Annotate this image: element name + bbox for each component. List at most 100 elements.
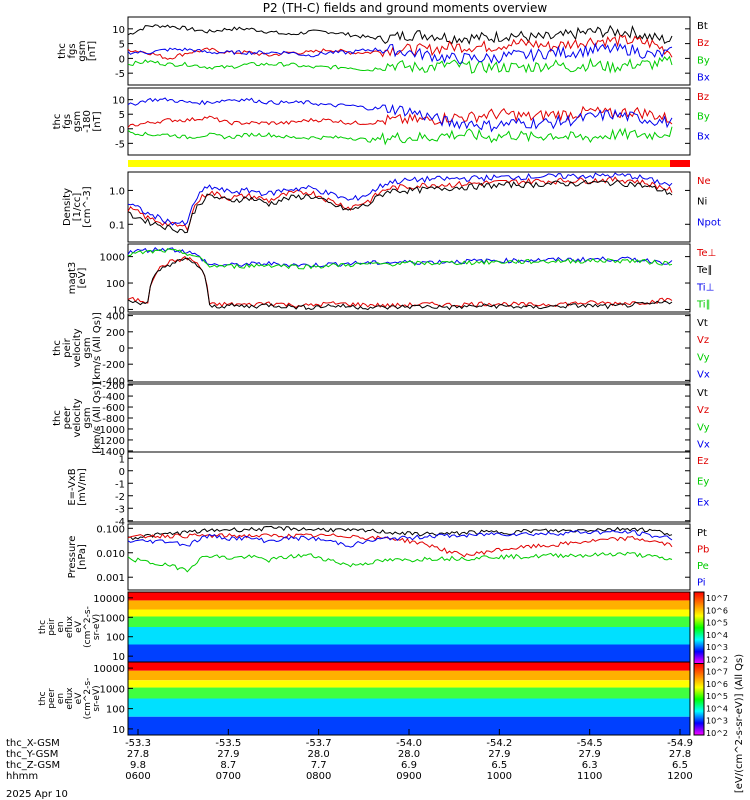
y-axis-label-line: [km/s (All Qs)] — [92, 312, 103, 384]
y-axis-label-line: (cm^2-s- — [83, 606, 93, 648]
legend-label: Ey — [697, 477, 709, 488]
x-axis-row-value: 27.8 — [669, 749, 691, 760]
x-axis-row-2: thc_Z-GSM 9.8 8.7 7.7 6.9 6.5 6.3 6.5 — [6, 760, 688, 771]
series-Ne — [127, 176, 673, 232]
spectrogram-band — [128, 592, 690, 601]
y-tick-label: 10 — [112, 305, 125, 316]
x-axis-row-value: 1000 — [487, 771, 512, 782]
y-tick-label: 5 — [119, 40, 125, 51]
x-axis-row-value: 0800 — [306, 771, 331, 782]
y-tick-label: 100 — [106, 705, 125, 716]
x-axis-row-1: thc_Y-GSM 27.8 27.9 28.0 28.0 27.9 27.9 27.8 — [6, 749, 691, 760]
panel-pressure: 0.100 0.010 0.001 Pressure [nPa] Pt Pb Pe Pi — [67, 523, 709, 591]
x-axis-row-3: hhmm 0600 0700 0800 0900 1000 1100 1200 — [6, 771, 693, 782]
y-axis-label-line: -180 — [82, 110, 93, 133]
colorbar-lower — [693, 663, 705, 736]
legend-label: Vz — [697, 335, 709, 346]
y-axis-label-line: Pressure — [67, 536, 78, 579]
y-axis-label: E=-VxB [mV/m] — [67, 468, 88, 506]
spectrogram-band — [128, 627, 690, 645]
series-By — [127, 55, 673, 74]
y-tick-label: 10 — [112, 652, 125, 663]
legend-label: Vz — [697, 405, 709, 416]
panel-efield: 1 0-1 -2-3 -4 E=-VxB [mV/m] Ez Ey Ex — [67, 451, 709, 528]
y-tick-label: -4 — [115, 517, 125, 528]
y-axis-label: Pressure [nPa] — [67, 536, 88, 579]
colorbar-tick-label: 10^7 — [706, 668, 728, 677]
colorbar-label-text: [eV/(cm^2-s-sr-eV)] (All Qs) — [734, 654, 745, 793]
x-axis-row-0: thc_X-GSM -53.3 -53.5 -53.7 -54.0 -54.2 -54.5 -… — [6, 738, 693, 749]
x-axis-row-value: 7.7 — [311, 760, 327, 771]
legend-label: By — [697, 55, 710, 66]
y-axis-label: thc peer en eflux eV (cm^2-s-sr-eV) — [38, 678, 102, 720]
x-axis-row-value: 6.3 — [582, 760, 598, 771]
x-axis-row-label: hhmm — [6, 771, 38, 782]
y-axis-label-line: thc — [38, 620, 48, 634]
series-Ti∥ — [127, 248, 673, 270]
x-axis-row-value: 27.9 — [488, 749, 510, 760]
colorbar-tick-label: 10^2 — [706, 655, 728, 664]
y-axis-label: thc fgs gsm -180 [nT] — [52, 110, 103, 133]
series-Bx — [127, 42, 673, 65]
legend-label: Ex — [697, 497, 709, 508]
x-axis-row-label: thc_Y-GSM — [6, 749, 58, 760]
colorbar-tick-label: 10^2 — [706, 729, 728, 738]
y-axis-label-line: velocity — [72, 328, 83, 367]
x-axis-row-value: -54.2 — [486, 738, 512, 749]
colorbar-tick-label: 10^4 — [706, 704, 728, 713]
legend-label: Vt — [697, 318, 708, 329]
y-axis-label-line: velocity — [72, 398, 83, 437]
y-axis-label-line: eflux — [65, 615, 75, 638]
legend-label: Ez — [697, 456, 709, 467]
y-tick-label: 100 — [106, 279, 125, 290]
y-axis-label-line: en — [56, 693, 66, 704]
y-tick-label: 1000 — [100, 253, 125, 264]
legend-label: Pe — [697, 561, 709, 572]
y-tick-label: 0.1 — [109, 220, 125, 231]
y-tick-label: 200 — [106, 328, 125, 339]
colorbar-tick-label: 10^3 — [706, 643, 728, 652]
y-tick-label: -200 — [102, 360, 125, 371]
date-label: 2025 Apr 10 — [6, 789, 68, 800]
legend-label: Bz — [697, 92, 709, 103]
y-axis-label-line: thc — [52, 340, 63, 356]
x-axis-row-value: -53.7 — [306, 738, 332, 749]
y-tick-label: -1000 — [96, 425, 125, 436]
y-axis-label-line: [eV] — [77, 268, 88, 289]
y-axis-label-line: Density — [62, 188, 73, 226]
legend-label: Ti⊥ — [696, 282, 714, 293]
panel-frame — [127, 16, 691, 86]
y-tick-label: 10 — [112, 96, 125, 107]
x-axis-row-value: 0600 — [125, 771, 150, 782]
y-tick-label: 0 — [119, 344, 125, 355]
y-tick-label: -400 — [102, 376, 125, 387]
y-axis-label-line: eV — [74, 692, 84, 705]
series-Bx — [127, 97, 673, 133]
status-bar — [128, 160, 690, 167]
spectrogram-band — [128, 687, 690, 699]
y-tick-label: 100 — [106, 633, 125, 644]
y-axis-label-line: eV — [74, 620, 84, 633]
y-axis-label: thc peer velocity gsm [km/s (All Qs)] — [52, 382, 103, 454]
legend-label: Bt — [697, 21, 708, 32]
x-axis-row-value: -54.9 — [667, 738, 693, 749]
colorbar-tick-label: 10^7 — [706, 594, 728, 603]
series-Te∥ — [127, 257, 673, 311]
y-tick-label: 400 — [106, 312, 125, 323]
status-bar-end — [670, 160, 690, 167]
y-axis-label-line: thc — [52, 410, 63, 426]
y-axis-label: thc peir en eflux eV (cm^2-s-sr-eV) — [38, 606, 102, 648]
panel-frame — [127, 171, 691, 243]
y-tick-label: -1 — [115, 479, 125, 490]
y-axis-label: thc peir velocity gsm [km/s (All Qs)] — [52, 312, 103, 384]
colorbar-tick-label: 10^6 — [706, 606, 728, 615]
y-axis-label-line: (cm^2-s- — [83, 678, 93, 720]
x-axis-row-value: 28.0 — [398, 749, 420, 760]
x-axis-row-label: thc_X-GSM — [6, 738, 60, 749]
series-Npot — [127, 172, 673, 226]
y-tick-label: -3 — [115, 504, 125, 515]
y-axis-label-line: peer — [62, 406, 73, 430]
y-axis-label-line: sr-eV) — [92, 685, 102, 711]
